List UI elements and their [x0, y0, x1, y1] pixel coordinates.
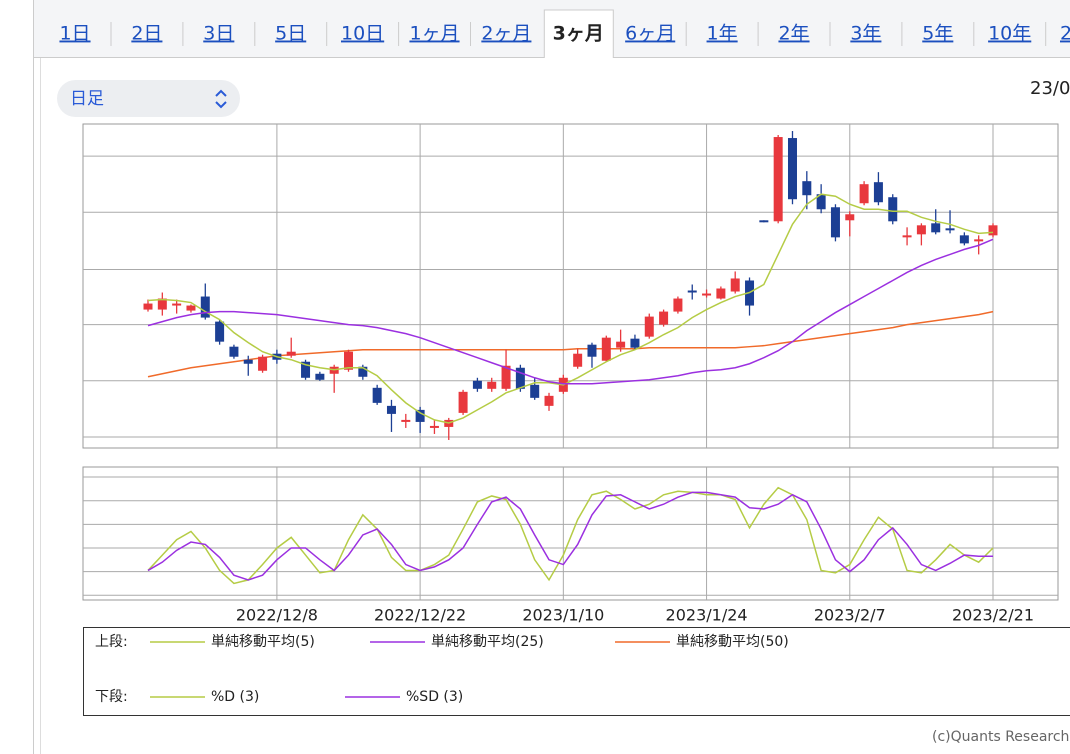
candle-body	[472, 380, 482, 389]
date: 23/02/21	[1030, 78, 1070, 99]
candle-body	[974, 239, 984, 242]
active-tab	[543, 9, 614, 58]
plot-area	[82, 466, 1059, 601]
candle-body	[902, 235, 912, 238]
x-tick-label: 2022/12/22	[374, 606, 466, 625]
tab[interactable]: 2年	[778, 23, 809, 45]
candle-body	[344, 351, 354, 370]
candle-body	[215, 321, 225, 342]
candle-body	[487, 381, 497, 389]
legend-label: %SD (3)	[406, 689, 463, 705]
candle-body	[587, 344, 597, 357]
candle-body	[702, 293, 712, 296]
legend-label: 単純移動平均(5)	[211, 634, 315, 650]
legend-label: 単純移動平均(25)	[431, 634, 544, 650]
x-tick-label: 2023/1/24	[666, 606, 748, 625]
candle-body	[229, 346, 239, 357]
candle-body	[959, 235, 969, 244]
candle-body	[802, 181, 812, 196]
select-chevron	[215, 89, 227, 109]
candle-body	[544, 395, 554, 406]
candle-body	[673, 298, 683, 312]
candle-body	[773, 137, 783, 222]
line-series	[147, 491, 993, 581]
candle-body	[888, 197, 898, 222]
candle-body	[186, 305, 196, 311]
candle-body	[816, 194, 826, 210]
candle-body	[988, 225, 998, 236]
legend-label: 単純移動平均(50)	[676, 634, 789, 650]
candle-body	[759, 220, 769, 223]
candle-body	[830, 207, 840, 238]
candle-body	[315, 373, 325, 380]
candle-body	[258, 356, 268, 371]
line-series	[147, 238, 994, 385]
candle-body	[945, 228, 955, 231]
tab[interactable]: 5年	[922, 23, 953, 45]
candle-body	[458, 391, 468, 413]
x-tick-label: 2022/12/8	[236, 606, 318, 625]
candle-body	[616, 341, 626, 348]
legend-box	[83, 627, 1070, 716]
candle-body	[573, 353, 583, 367]
candle-body	[286, 351, 296, 356]
candle-body	[243, 359, 253, 364]
line-series	[147, 486, 994, 585]
x-tick-label: 2023/2/7	[814, 606, 886, 625]
candle-body	[845, 214, 855, 221]
candle-body	[301, 361, 311, 378]
tab[interactable]: 3年	[850, 23, 881, 45]
candle-body	[873, 182, 883, 203]
plot-area	[82, 123, 1059, 449]
candle-body	[730, 278, 740, 292]
tab[interactable]: 3日	[203, 23, 234, 45]
interval-select[interactable]	[57, 80, 240, 117]
candle-body	[401, 419, 411, 422]
tab[interactable]: 10日	[341, 23, 384, 45]
candle-body	[157, 298, 167, 310]
candle-body	[601, 337, 611, 361]
candle-body	[515, 367, 525, 389]
candle-body	[659, 311, 669, 325]
interval-select-label[interactable]: 日足	[70, 89, 104, 109]
legend-title: 上段:	[95, 634, 128, 650]
legend-label: %D (3)	[211, 689, 259, 705]
candle-body	[716, 288, 726, 299]
candle-body	[931, 223, 941, 233]
tab[interactable]: 1ヶ月	[409, 23, 459, 45]
candle-body	[501, 365, 511, 389]
candle-body	[530, 384, 540, 398]
candle-body	[787, 138, 797, 200]
candle-body	[200, 296, 210, 318]
tab[interactable]: 1年	[707, 23, 738, 45]
candle-body	[630, 338, 640, 348]
candle-body	[358, 366, 368, 377]
tab[interactable]: 3ヶ月	[553, 23, 604, 45]
candle-body	[386, 405, 396, 414]
candle-body	[916, 225, 926, 235]
copyright: (c)Quants Research	[932, 729, 1069, 745]
candle-body	[644, 316, 654, 337]
candle-body	[687, 290, 697, 293]
legend-title: 下段:	[95, 689, 128, 705]
candle-body	[415, 409, 425, 422]
tab[interactable]: 5日	[275, 23, 306, 45]
line-series	[147, 193, 994, 424]
tab[interactable]: 6ヶ月	[625, 23, 675, 45]
candle-body	[859, 184, 869, 204]
candle-body	[172, 303, 182, 306]
candle-body	[143, 303, 153, 310]
tab[interactable]: 2日	[131, 23, 162, 45]
candle-body	[429, 425, 439, 428]
tab[interactable]: 20年	[1060, 23, 1070, 45]
tab[interactable]: 1日	[59, 23, 90, 45]
tab[interactable]: 2ヶ月	[481, 23, 531, 45]
x-tick-label: 2023/2/21	[952, 606, 1034, 625]
x-tick-label: 2023/1/10	[522, 606, 604, 625]
tab[interactable]: 10年	[988, 23, 1031, 45]
candle-body	[372, 387, 382, 403]
